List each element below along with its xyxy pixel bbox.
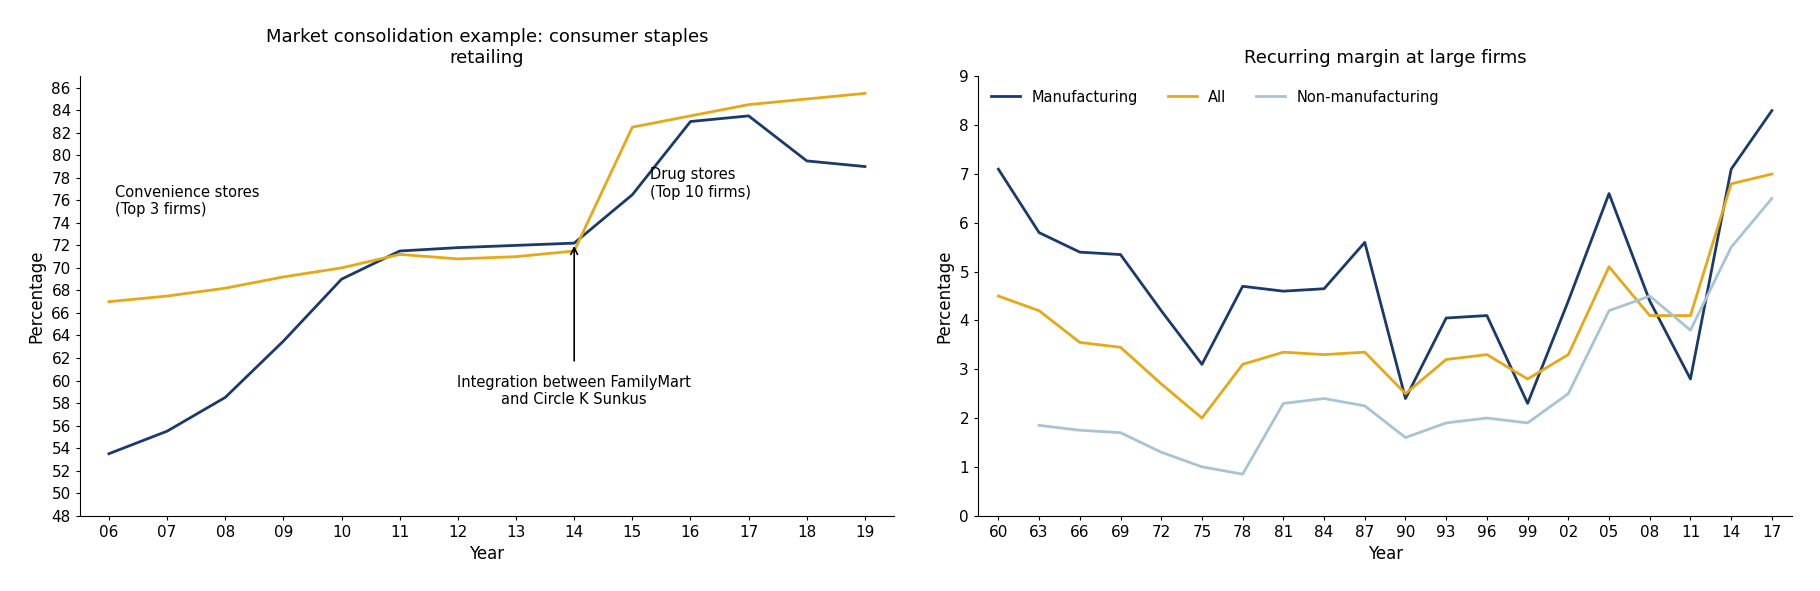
Manufacturing <box>1638 297 1660 304</box>
Non-manufacturing <box>1436 420 1458 427</box>
All <box>1720 180 1742 187</box>
All <box>1394 390 1416 397</box>
Non-manufacturing <box>1762 195 1784 202</box>
X-axis label: Year: Year <box>470 545 504 563</box>
All <box>1068 339 1090 346</box>
Non-manufacturing <box>1068 427 1090 434</box>
Non-manufacturing <box>1394 434 1416 441</box>
Text: Drug stores
(Top 10 firms): Drug stores (Top 10 firms) <box>650 167 752 200</box>
Manufacturing <box>1110 251 1132 258</box>
Y-axis label: Percentage: Percentage <box>27 249 46 343</box>
Manufacturing <box>1680 375 1702 382</box>
Manufacturing <box>1068 249 1090 256</box>
Non-manufacturing <box>1558 390 1580 397</box>
Manufacturing <box>1314 285 1336 293</box>
X-axis label: Year: Year <box>1367 545 1403 563</box>
Non-manufacturing <box>1028 422 1050 429</box>
All <box>988 293 1010 300</box>
Non-manufacturing <box>1638 293 1660 300</box>
Y-axis label: Percentage: Percentage <box>935 249 954 343</box>
All <box>1110 344 1132 351</box>
Title: Market consolidation example: consumer staples
retailing: Market consolidation example: consumer s… <box>266 28 708 67</box>
All <box>1232 361 1254 368</box>
Text: Integration between FamilyMart
and Circle K Sunkus: Integration between FamilyMart and Circl… <box>457 375 692 407</box>
All <box>1638 312 1660 319</box>
All <box>1150 381 1172 388</box>
Manufacturing <box>1598 190 1620 197</box>
Non-manufacturing <box>1476 414 1498 421</box>
Manufacturing <box>1762 107 1784 114</box>
All <box>1598 263 1620 270</box>
Manufacturing <box>988 165 1010 173</box>
Non-manufacturing <box>1110 429 1132 436</box>
Manufacturing <box>1436 314 1458 322</box>
Non-manufacturing <box>1680 327 1702 334</box>
Line: Manufacturing: Manufacturing <box>999 111 1773 404</box>
Non-manufacturing <box>1232 470 1254 478</box>
Line: All: All <box>999 174 1773 418</box>
Legend: Manufacturing, All, Non-manufacturing: Manufacturing, All, Non-manufacturing <box>985 84 1445 111</box>
Non-manufacturing <box>1314 395 1336 402</box>
Non-manufacturing <box>1598 307 1620 314</box>
Manufacturing <box>1028 229 1050 236</box>
Manufacturing <box>1558 297 1580 304</box>
All <box>1314 351 1336 358</box>
Non-manufacturing <box>1190 463 1212 470</box>
Non-manufacturing <box>1272 400 1294 407</box>
Manufacturing <box>1354 239 1376 246</box>
Non-manufacturing <box>1150 449 1172 456</box>
Title: Recurring margin at large firms: Recurring margin at large firms <box>1243 48 1527 67</box>
Manufacturing <box>1190 361 1212 368</box>
Manufacturing <box>1476 312 1498 319</box>
Line: Non-manufacturing: Non-manufacturing <box>1039 199 1773 474</box>
Manufacturing <box>1516 400 1538 407</box>
All <box>1190 414 1212 421</box>
All <box>1354 349 1376 356</box>
Manufacturing <box>1720 165 1742 173</box>
All <box>1680 312 1702 319</box>
Manufacturing <box>1272 288 1294 295</box>
All <box>1028 307 1050 314</box>
Text: Convenience stores
(Top 3 firms): Convenience stores (Top 3 firms) <box>115 185 258 217</box>
All <box>1558 351 1580 358</box>
All <box>1476 351 1498 358</box>
All <box>1762 171 1784 178</box>
All <box>1516 375 1538 382</box>
Non-manufacturing <box>1354 402 1376 410</box>
All <box>1436 356 1458 363</box>
Manufacturing <box>1232 282 1254 290</box>
Non-manufacturing <box>1516 420 1538 427</box>
All <box>1272 349 1294 356</box>
Manufacturing <box>1394 395 1416 402</box>
Manufacturing <box>1150 307 1172 314</box>
Non-manufacturing <box>1720 243 1742 251</box>
